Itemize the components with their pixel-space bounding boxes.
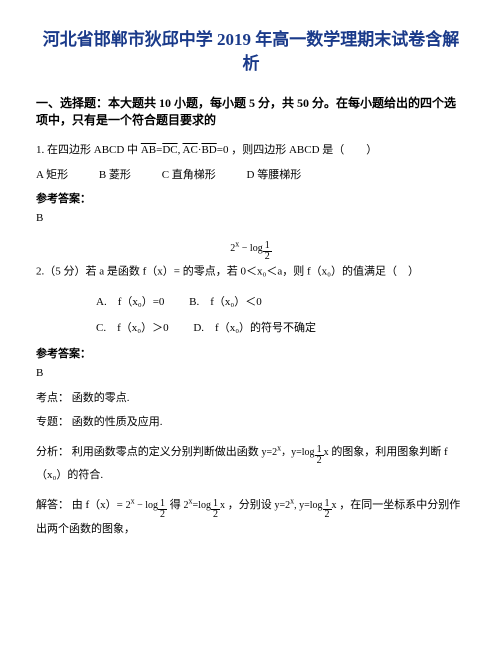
zt-text: 函数的性质及应用. (72, 416, 163, 428)
q1-prefix: 1. 在四边形 ABCD 中 (36, 144, 141, 156)
q2-jieda: 解答： 由 f（x）= 2x − log12 得 2x=log12x ，分别设 … (36, 496, 466, 536)
q1-answer-label: 参考答案： (36, 190, 466, 206)
q1-formula: AB=DC, AC·BD=0 (141, 144, 229, 156)
q2-options-row2: C. f（x₀）＞0 D. f（x₀）的符号不确定 (96, 319, 466, 335)
q1-optC: C 直角梯形 (162, 169, 216, 181)
q2-stem-a: 2.（5 分）若 a 是函数 f（x）= (36, 266, 183, 278)
kd-text: 函数的零点. (72, 392, 130, 404)
q1-optB: B 菱形 (99, 169, 131, 181)
q2-stem-b: 的零点，若 0＜x₀＜a，则 f（x₀）的值满足（ ） (183, 266, 419, 278)
jd-label: 解答： (36, 499, 69, 511)
jd-f3: y=2x, y=log12x (274, 500, 336, 511)
zt-label: 专题： (36, 416, 69, 428)
q1-optD: D 等腰梯形 (247, 169, 302, 181)
q1-suffix: ，则四边形 ABCD 是（ ） (231, 144, 377, 156)
q2-answer-label: 参考答案： (36, 345, 466, 361)
jd-f2: 2x=log12x (184, 500, 225, 511)
q2-zhuanti: 专题： 函数的性质及应用. (36, 413, 466, 429)
fx-label: 分析： (36, 446, 69, 458)
q2-formula-top: 2x − log12 (230, 243, 271, 254)
question-1: 1. 在四边形 ABCD 中 AB=DC, AC·BD=0 ，则四边形 ABCD… (36, 140, 466, 161)
fx-a: 利用函数零点的定义分别判断做出函数 (72, 446, 262, 458)
q2-optB: B. f（x₀）＜0 (189, 296, 262, 308)
page-title: 河北省邯郸市狄邱中学 2019 年高一数学理期末试卷含解析 (36, 28, 466, 76)
q2-kaodian: 考点： 函数的零点. (36, 389, 466, 405)
q2-options-row1: A. f（x₀）=0 B. f（x₀）＜0 (96, 293, 466, 309)
q1-optA: A 矩形 (36, 169, 68, 181)
jd-b: 得 (170, 499, 184, 511)
q2-fenxi: 分析： 利用函数零点的定义分别判断做出函数 y=2x，y=log12x 的图象，… (36, 443, 466, 483)
fx-formula: y=2x，y=log12x (262, 447, 329, 458)
q2-optC: C. f（x₀）＞0 (96, 322, 169, 334)
jd-a: 由 f（x）= (72, 499, 126, 511)
q2-optD: D. f（x₀）的符号不确定 (193, 322, 316, 334)
q2-answer: B (36, 367, 466, 379)
jd-f1: 2x − log12 (126, 500, 167, 511)
kd-label: 考点： (36, 392, 69, 404)
q1-answer: B (36, 212, 466, 224)
jd-c: ，分别设 (228, 499, 275, 511)
q2-optA: A. f（x₀）=0 (96, 296, 164, 308)
q1-options: A 矩形 B 菱形 C 直角梯形 D 等腰梯形 (36, 166, 466, 182)
section-heading: 一、选择题：本大题共 10 小题，每小题 5 分，共 50 分。在每小题给出的四… (36, 94, 466, 128)
question-2: 2x − log12 2.（5 分）若 a 是函数 f（x）= 的零点，若 0＜… (36, 236, 466, 282)
